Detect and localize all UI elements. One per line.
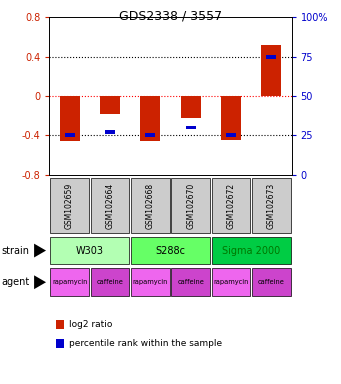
Bar	[171, 268, 210, 296]
Bar	[212, 268, 250, 296]
Bar	[252, 178, 291, 233]
Bar	[100, 96, 120, 114]
Text: strain: strain	[2, 245, 30, 256]
Text: S288c: S288c	[155, 245, 186, 256]
Bar	[212, 178, 250, 233]
Bar	[50, 178, 89, 233]
Text: percentile rank within the sample: percentile rank within the sample	[69, 339, 222, 348]
Text: GSM102659: GSM102659	[65, 182, 74, 228]
Bar	[186, 126, 196, 129]
Bar	[140, 96, 160, 141]
Text: caffeine: caffeine	[258, 279, 285, 285]
Text: W303: W303	[76, 245, 104, 256]
Text: GSM102664: GSM102664	[105, 182, 115, 228]
Text: rapamycin: rapamycin	[213, 279, 249, 285]
Text: GSM102668: GSM102668	[146, 182, 155, 228]
Text: caffeine: caffeine	[177, 279, 204, 285]
Bar	[131, 178, 170, 233]
Bar	[60, 96, 80, 141]
Bar	[91, 178, 129, 233]
Text: rapamycin: rapamycin	[52, 279, 87, 285]
Text: GSM102672: GSM102672	[226, 182, 236, 228]
Text: GDS2338 / 3557: GDS2338 / 3557	[119, 10, 222, 23]
Bar	[145, 133, 155, 137]
Bar	[266, 55, 277, 59]
Text: rapamycin: rapamycin	[133, 279, 168, 285]
Bar	[181, 96, 201, 118]
Bar	[171, 178, 210, 233]
Bar	[105, 130, 115, 134]
Text: Sigma 2000: Sigma 2000	[222, 245, 280, 256]
Bar	[50, 237, 129, 264]
Bar	[252, 268, 291, 296]
Text: caffeine: caffeine	[97, 279, 123, 285]
Bar	[50, 268, 89, 296]
Bar	[226, 133, 236, 137]
Bar	[221, 96, 241, 140]
Bar	[131, 268, 170, 296]
Bar	[212, 237, 291, 264]
Text: GSM102670: GSM102670	[186, 182, 195, 228]
Text: agent: agent	[2, 277, 30, 287]
Text: GSM102673: GSM102673	[267, 182, 276, 228]
Bar	[64, 133, 75, 137]
Text: log2 ratio: log2 ratio	[69, 320, 112, 329]
Bar	[131, 237, 210, 264]
Bar	[261, 45, 281, 96]
Bar	[91, 268, 129, 296]
